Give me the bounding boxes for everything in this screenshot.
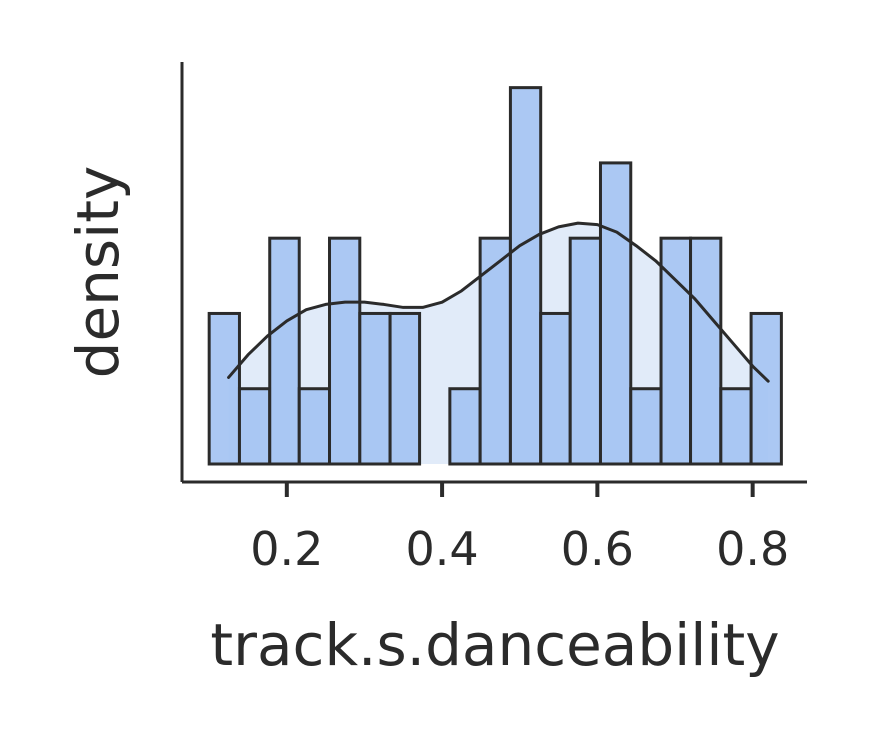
x-axis-title: track.s.danceability: [210, 611, 779, 679]
histogram-bar-4: [328, 236, 362, 466]
kde-line-layer: [227, 221, 770, 383]
x-tick-label: 0.4: [406, 522, 479, 576]
histogram-bar-13: [598, 161, 633, 466]
histogram-bar-18: [749, 311, 783, 466]
histogram-bar-0: [207, 311, 241, 466]
y-axis-title: density: [64, 166, 132, 379]
x-tick-label: 0.2: [250, 522, 323, 576]
ticks-layer: 0.2 0.4 0.6 0.8: [250, 482, 789, 576]
histogram-bar-17: [719, 387, 753, 466]
histogram-bar-12: [568, 236, 602, 466]
x-tick-label: 0.8: [716, 522, 789, 576]
histogram-bar-8: [448, 387, 482, 466]
histogram-bar-5: [358, 311, 392, 466]
bars-layer: [207, 86, 783, 466]
histogram-bar-9: [478, 236, 512, 466]
histogram-bar-6: [388, 311, 422, 466]
x-tick-label: 0.6: [561, 522, 634, 576]
histogram-bar-1: [237, 387, 272, 466]
histogram-bar-2: [268, 236, 301, 466]
histogram-bar-3: [297, 387, 332, 466]
histogram-bar-10: [508, 86, 543, 466]
histogram-bar-14: [629, 387, 663, 466]
histogram-bar-11: [539, 311, 572, 466]
histogram-bar-16: [689, 236, 723, 466]
kde-line: [227, 221, 770, 383]
histogram-bar-15: [659, 236, 693, 466]
